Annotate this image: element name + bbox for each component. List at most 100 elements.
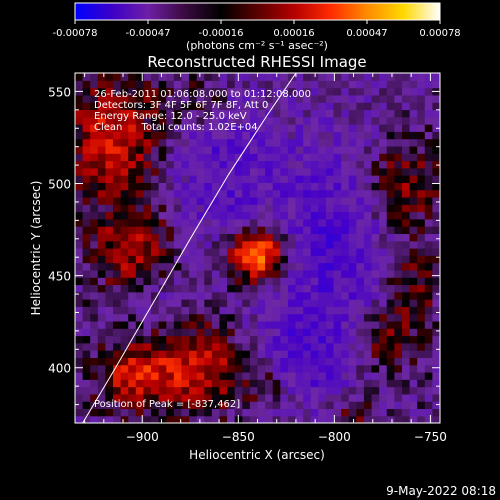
heatmap-cell: [325, 350, 335, 358]
heatmap-cell: [348, 342, 357, 351]
heatmap-cell: [272, 153, 281, 162]
chart-title: Reconstructed RHESSI Image: [147, 53, 366, 71]
heatmap-cell: [325, 277, 335, 286]
heatmap-cell: [128, 357, 137, 366]
heatmap-cell: [181, 124, 190, 132]
heatmap-cell: [333, 306, 342, 315]
heatmap-cell: [379, 269, 388, 278]
heatmap-cell: [409, 408, 418, 417]
heatmap-cell: [249, 306, 259, 315]
heatmap-cell: [166, 80, 175, 89]
heatmap-cell: [75, 320, 84, 329]
heatmap-cell: [318, 350, 327, 358]
heatmap-cell: [75, 415, 84, 423]
heatmap-cell: [196, 175, 205, 183]
heatmap-cell: [97, 306, 107, 315]
heatmap-cell: [181, 291, 190, 300]
heatmap-cell: [432, 269, 440, 278]
heatmap-cell: [356, 350, 365, 358]
heatmap-cell: [249, 408, 259, 417]
heatmap-cell: [143, 116, 152, 125]
heatmap-cell: [181, 364, 190, 373]
heatmap-cell: [363, 379, 373, 388]
heatmap-cell: [371, 393, 380, 402]
heatmap-cell: [287, 240, 297, 249]
heatmap-cell: [257, 226, 266, 235]
heatmap-cell: [128, 284, 137, 293]
heatmap-cell: [173, 248, 183, 256]
heatmap-cell: [105, 109, 114, 118]
heatmap-cell: [173, 145, 183, 154]
heatmap-cell: [151, 415, 160, 423]
heatmap-cell: [234, 196, 243, 205]
heatmap-cell: [227, 415, 236, 423]
heatmap-cell: [82, 313, 91, 322]
heatmap-cell: [166, 87, 175, 96]
heatmap-cell: [280, 138, 289, 147]
heatmap-cell: [310, 182, 319, 191]
heatmap-cell: [196, 204, 205, 213]
heatmap-cell: [82, 328, 91, 337]
heatmap-cell: [280, 269, 289, 278]
heatmap-cell: [394, 73, 403, 81]
heatmap-cell: [128, 175, 137, 183]
heatmap-cell: [318, 401, 327, 410]
heatmap-cell: [75, 80, 84, 89]
heatmap-cell: [424, 248, 433, 256]
heatmap-cell: [318, 277, 327, 286]
heatmap-cell: [310, 189, 319, 198]
heatmap-cell: [409, 240, 418, 249]
heatmap-cell: [90, 87, 99, 96]
heatmap-cell: [135, 269, 145, 278]
heatmap-cell: [204, 175, 213, 183]
heatmap-cell: [204, 138, 213, 147]
heatmap-cell: [257, 211, 266, 220]
heatmap-cell: [189, 204, 198, 213]
heatmap-cell: [82, 80, 91, 89]
heatmap-cell: [82, 211, 91, 220]
heatmap-cell: [333, 269, 342, 278]
heatmap-cell: [113, 102, 122, 111]
heatmap-cell: [356, 182, 365, 191]
heatmap-cell: [219, 226, 228, 235]
heatmap-cell: [417, 386, 426, 395]
heatmap-cell: [128, 408, 137, 417]
heatmap-cell: [310, 196, 319, 205]
heatmap-cell: [257, 80, 266, 89]
heatmap-cell: [82, 342, 91, 351]
heatmap-cell: [151, 204, 160, 213]
heatmap-cell: [280, 306, 289, 315]
heatmap-cell: [173, 196, 183, 205]
heatmap-cell: [113, 269, 122, 278]
heatmap-cell: [234, 320, 243, 329]
heatmap-cell: [227, 408, 236, 417]
heatmap-cell: [295, 269, 304, 278]
heatmap-cell: [318, 306, 327, 315]
heatmap-cell: [272, 357, 281, 366]
heatmap-cell: [401, 196, 411, 205]
heatmap-cell: [363, 255, 373, 264]
heatmap-cell: [113, 116, 122, 125]
heatmap-cell: [409, 357, 418, 366]
heatmap-cell: [333, 182, 342, 191]
heatmap-cell: [257, 342, 266, 351]
heatmap-cell: [75, 204, 84, 213]
heatmap-cell: [82, 371, 91, 380]
heatmap-cell: [135, 167, 145, 176]
heatmap-cell: [409, 393, 418, 402]
heatmap-cell: [120, 138, 129, 147]
heatmap-cell: [303, 401, 312, 410]
heatmap-cell: [310, 218, 319, 227]
heatmap-cell: [105, 160, 114, 169]
heatmap-cell: [424, 94, 433, 103]
heatmap-cell: [424, 342, 433, 351]
heatmap-cell: [158, 342, 167, 351]
heatmap-cell: [356, 218, 365, 227]
heatmap-cell: [173, 277, 183, 286]
heatmap-cell: [287, 145, 297, 154]
heatmap-cell: [196, 342, 205, 351]
heatmap-cell: [135, 415, 145, 423]
heatmap-cell: [204, 299, 213, 307]
heatmap-cell: [272, 211, 281, 220]
heatmap-cell: [166, 131, 175, 140]
